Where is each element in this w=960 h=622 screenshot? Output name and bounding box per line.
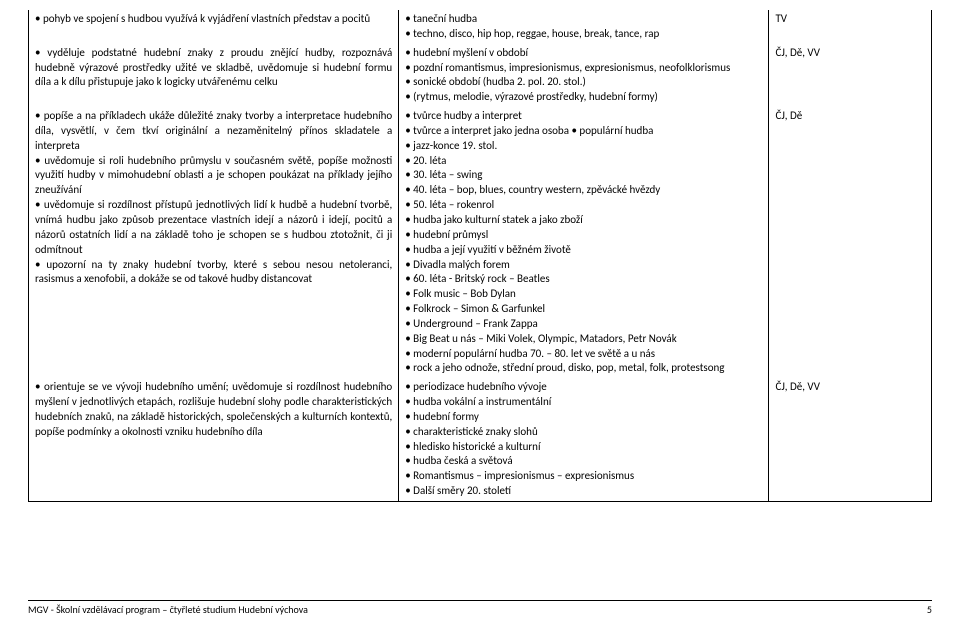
cell-r4-c1: • orientuje se ve vývoji hudebního umění… [29, 378, 399, 501]
cell-r4-c2: • periodizace hudebního vývoje• hudba vo… [399, 378, 769, 501]
footer: MGV - Školní vzdělávací program – čtyřle… [28, 600, 932, 616]
cell-r1-c2: • taneční hudba• techno, disco, hip hop,… [399, 10, 769, 44]
footer-left: MGV - Školní vzdělávací program – čtyřle… [28, 603, 308, 616]
cell-r4-c3: ČJ, Dě, VV [769, 378, 932, 501]
curriculum-table: • pohyb ve spojení s hudbou využívá k vy… [28, 10, 932, 502]
cell-r1-c3: TV [769, 10, 932, 44]
cell-r3-c3: ČJ, Dě [769, 107, 932, 378]
cell-r3-c1: • popíše a na příkladech ukáže důležité … [29, 107, 399, 378]
cell-r2-c1: • vyděluje podstatné hudební znaky z pro… [29, 44, 399, 107]
cell-r3-c2: • tvůrce hudby a interpret• tvůrce a int… [399, 107, 769, 378]
cell-r2-c3: ČJ, Dě, VV [769, 44, 932, 107]
cell-r2-c2: • hudební myšlení v období• pozdní roman… [399, 44, 769, 107]
footer-page-number: 5 [927, 603, 932, 616]
cell-r1-c1: • pohyb ve spojení s hudbou využívá k vy… [29, 10, 399, 44]
